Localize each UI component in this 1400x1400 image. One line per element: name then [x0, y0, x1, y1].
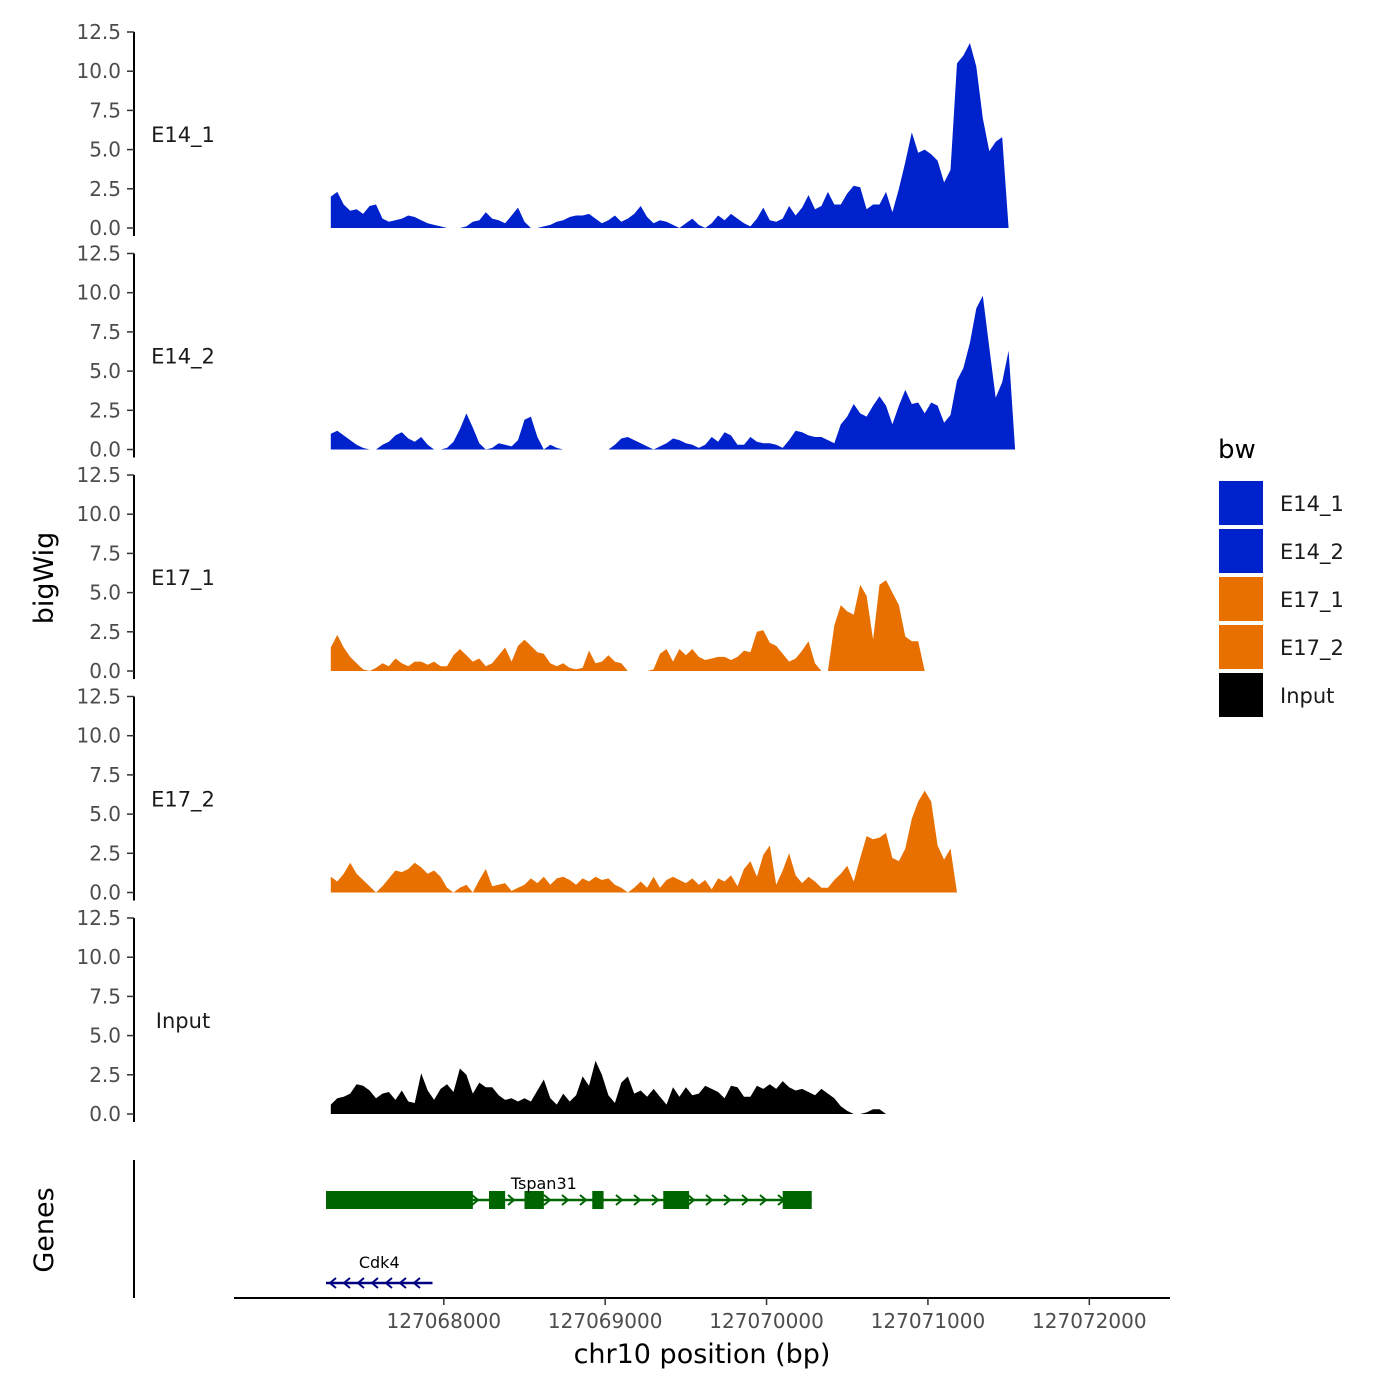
track-E17_1: 0.0 2.5 5.0 7.5 10.0 12.5 E17_1 — [76, 463, 1125, 683]
legend-label: E14_1 — [1280, 492, 1344, 517]
y-tick-label: 7.5 — [89, 541, 121, 565]
strand-arrow — [561, 1194, 570, 1206]
coverage-tracks: 0.0 2.5 5.0 7.5 10.0 12.5 E14_1 0.0 2.5 5.0 7.5 10.… — [76, 20, 1125, 1126]
x-tick-label: 127071000 — [871, 1309, 986, 1333]
exon — [325, 1191, 473, 1209]
y-tick-label: 5.0 — [89, 138, 121, 162]
strand-arrow — [687, 1194, 696, 1206]
strand-arrow — [342, 1277, 351, 1289]
strand-arrow — [384, 1277, 393, 1289]
x-tick-label: 127070000 — [709, 1309, 824, 1333]
y-tick-label: 5.0 — [89, 1024, 121, 1048]
y-tick-label: 5.0 — [89, 802, 121, 826]
y-tick-label: 2.5 — [89, 1063, 121, 1087]
y-tick-label: 0.0 — [89, 1102, 121, 1126]
track-E14_2: 0.0 2.5 5.0 7.5 10.0 12.5 E14_2 — [76, 242, 1125, 462]
legend-label: E17_1 — [1280, 588, 1344, 613]
strand-arrow — [507, 1194, 516, 1206]
legend-title: bw — [1218, 435, 1256, 465]
gene-Tspan31: Tspan31 — [325, 1174, 812, 1209]
x-tick-label: 127069000 — [548, 1309, 663, 1333]
y-tick-label: 0.0 — [89, 881, 121, 905]
x-tick-label: 127072000 — [1032, 1309, 1147, 1333]
strand-arrow — [356, 1277, 365, 1289]
coverage-area-E14_1 — [330, 43, 1125, 228]
y-tick-label: 2.5 — [89, 620, 121, 644]
gene-label: Tspan31 — [510, 1174, 577, 1193]
track-label: E17_2 — [151, 788, 215, 813]
legend-key-E17_2 — [1217, 623, 1265, 671]
y-tick-label: 2.5 — [89, 841, 121, 865]
strand-arrow — [633, 1194, 642, 1206]
strand-arrow — [412, 1277, 421, 1289]
y-tick-label: 10.0 — [76, 281, 121, 305]
gene-track: 127068000 127069000 127070000 127071000 1270… — [133, 1160, 1170, 1333]
gene-label: Cdk4 — [359, 1253, 400, 1272]
legend-label: Input — [1280, 684, 1334, 708]
strand-arrow — [741, 1194, 750, 1206]
track-label: E14_1 — [151, 123, 215, 148]
exon — [782, 1191, 812, 1209]
legend-key-E14_2 — [1217, 527, 1265, 575]
legend-key-Input — [1217, 671, 1265, 719]
legend-label: E14_2 — [1280, 540, 1344, 565]
track-E14_1: 0.0 2.5 5.0 7.5 10.0 12.5 E14_1 — [76, 20, 1125, 240]
strand-arrow — [579, 1194, 588, 1206]
strand-arrow — [370, 1277, 379, 1289]
y-tick-label: 0.0 — [89, 659, 121, 683]
strand-arrow — [759, 1194, 768, 1206]
y-tick-label: 7.5 — [89, 98, 121, 122]
y-tick-label: 7.5 — [89, 320, 121, 344]
track-label: Input — [156, 1009, 210, 1033]
y-tick-label: 7.5 — [89, 763, 121, 787]
strand-arrow — [543, 1194, 552, 1206]
strand-arrow — [723, 1194, 732, 1206]
track-label: E17_1 — [151, 566, 215, 591]
y-tick-label: 12.5 — [76, 242, 121, 266]
coverage-area-Input — [330, 1060, 1125, 1114]
strand-arrow — [471, 1194, 480, 1206]
legend-key-E17_1 — [1217, 575, 1265, 623]
y-tick-label: 10.0 — [76, 502, 121, 526]
y-tick-label: 12.5 — [76, 20, 121, 44]
track-label: E14_2 — [151, 345, 215, 370]
x-tick-label: 127068000 — [387, 1309, 502, 1333]
y-tick-label: 12.5 — [76, 463, 121, 487]
y-axis-title-genes: Genes — [29, 1187, 60, 1272]
y-tick-label: 2.5 — [89, 177, 121, 201]
exon — [592, 1191, 604, 1209]
coverage-area-E17_2 — [330, 790, 1125, 893]
y-axis-title-bigwig: bigWig — [29, 532, 60, 625]
legend: bw E14_1 E14_2 E17_1 E17_2 Input — [1217, 435, 1344, 719]
exon — [663, 1191, 690, 1209]
legend-label: E17_2 — [1280, 636, 1344, 661]
track-Input: 0.0 2.5 5.0 7.5 10.0 12.5 Input — [76, 906, 1125, 1126]
exon — [524, 1191, 544, 1209]
strand-arrow — [705, 1194, 714, 1206]
coverage-area-E17_1 — [330, 580, 1125, 671]
y-tick-label: 0.0 — [89, 438, 121, 462]
strand-arrow — [651, 1194, 660, 1206]
y-tick-label: 0.0 — [89, 216, 121, 240]
y-tick-label: 5.0 — [89, 581, 121, 605]
strand-arrow — [615, 1194, 624, 1206]
coverage-area-E14_2 — [330, 295, 1125, 450]
legend-key-E14_1 — [1217, 479, 1265, 527]
track-E17_2: 0.0 2.5 5.0 7.5 10.0 12.5 E17_2 — [76, 685, 1125, 905]
gene-Cdk4: Cdk4 — [325, 1253, 433, 1289]
exon — [488, 1191, 506, 1209]
strand-arrow — [328, 1277, 337, 1289]
y-tick-label: 10.0 — [76, 945, 121, 969]
y-tick-label: 7.5 — [89, 984, 121, 1008]
y-tick-label: 12.5 — [76, 685, 121, 709]
strand-arrow — [398, 1277, 407, 1289]
y-tick-label: 2.5 — [89, 398, 121, 422]
y-tick-label: 10.0 — [76, 724, 121, 748]
x-axis-title: chr10 position (bp) — [574, 1339, 831, 1370]
y-tick-label: 5.0 — [89, 359, 121, 383]
y-tick-label: 12.5 — [76, 906, 121, 930]
y-tick-label: 10.0 — [76, 59, 121, 83]
